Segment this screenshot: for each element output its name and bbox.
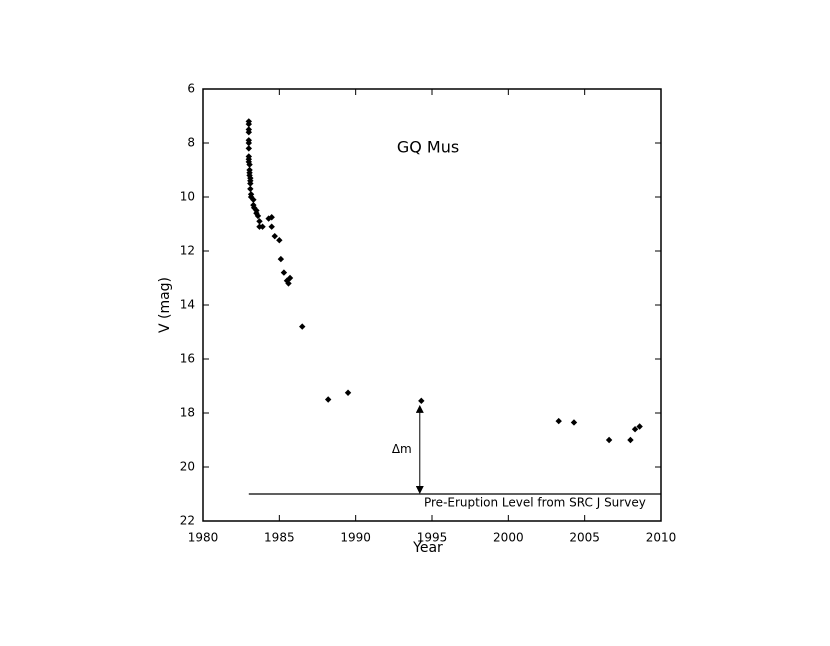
data-point — [247, 185, 254, 193]
x-tick-label: 2005 — [569, 531, 600, 545]
data-point — [245, 145, 252, 152]
data-point — [245, 120, 252, 128]
data-point — [636, 423, 643, 430]
data-point — [631, 426, 639, 433]
chart-title: GQ Mus — [397, 138, 459, 157]
x-tick-label: 2000 — [493, 531, 524, 545]
x-tick-label: 1995 — [417, 531, 448, 545]
y-tick-label: 16 — [180, 352, 195, 366]
data-point — [344, 389, 352, 396]
data-point — [247, 180, 254, 187]
data-point — [245, 139, 252, 147]
data-point — [247, 193, 255, 201]
y-tick-label: 10 — [180, 190, 195, 204]
x-tick-label: 1985 — [264, 531, 295, 545]
y-tick-label: 20 — [180, 460, 195, 474]
data-point — [418, 397, 425, 405]
data-point — [627, 436, 634, 444]
delta-label: Δm — [392, 442, 412, 456]
data-point — [276, 237, 283, 244]
x-tick-label: 2010 — [646, 531, 677, 545]
y-axis-label: V (mag) — [157, 277, 173, 333]
y-tick-label: 18 — [180, 406, 195, 420]
x-tick-label: 1980 — [188, 531, 219, 545]
x-axis-label: Year — [412, 540, 443, 556]
data-point — [324, 396, 332, 403]
data-point — [286, 274, 294, 282]
data-point — [299, 323, 306, 330]
data-point — [285, 280, 292, 287]
data-point — [280, 269, 288, 276]
data-point — [256, 218, 263, 225]
data-point — [250, 196, 257, 203]
data-point — [271, 232, 278, 240]
data-point — [555, 417, 562, 425]
data-point — [605, 436, 613, 444]
x-tick-label: 1990 — [340, 531, 371, 545]
data-point — [268, 223, 275, 230]
data-point — [277, 255, 285, 263]
data-point — [246, 161, 253, 168]
y-tick-label: 12 — [180, 244, 195, 258]
data-point — [254, 212, 262, 220]
y-tick-label: 8 — [187, 136, 195, 150]
data-point — [570, 419, 578, 426]
data-point — [259, 223, 266, 230]
y-tick-label: 22 — [180, 514, 195, 528]
data-point — [245, 129, 252, 136]
y-tick-label: 14 — [180, 298, 195, 312]
data-point — [268, 214, 275, 221]
reference-label: Pre-Eruption Level from SRC J Survey — [424, 496, 646, 510]
y-tick-label: 6 — [187, 82, 195, 96]
